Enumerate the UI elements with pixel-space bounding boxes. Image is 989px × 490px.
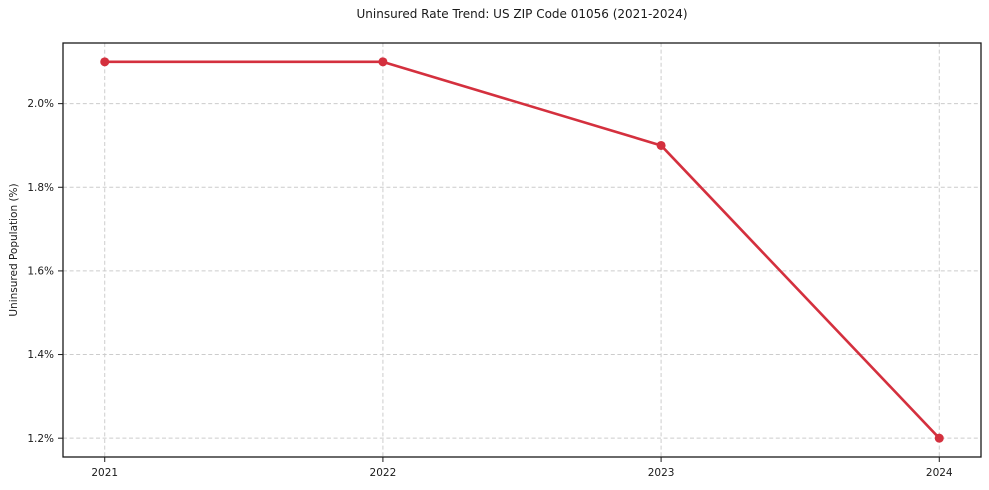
trend-line: [103, 60, 941, 440]
x-tick-label: 2023: [648, 467, 675, 479]
data-point-2024: [934, 433, 944, 443]
plot-border: [62, 42, 982, 458]
x-tick-label: 2021: [91, 467, 118, 479]
chart-title: Uninsured Rate Trend: US ZIP Code 01056 …: [356, 7, 688, 21]
data-point-2023: [656, 140, 666, 150]
data-point-2021: [100, 57, 110, 67]
y-tick-label: 1.6%: [27, 266, 54, 278]
y-tick-label: 1.4%: [27, 349, 54, 361]
y-tick-label: 2.0%: [27, 98, 54, 110]
x-tick-label: 2024: [926, 467, 953, 479]
y-tick-label: 1.8%: [27, 182, 54, 194]
data-point-2022: [378, 57, 388, 67]
y-tick-label: 1.2%: [27, 433, 54, 445]
x-tick-label: 2022: [370, 467, 397, 479]
